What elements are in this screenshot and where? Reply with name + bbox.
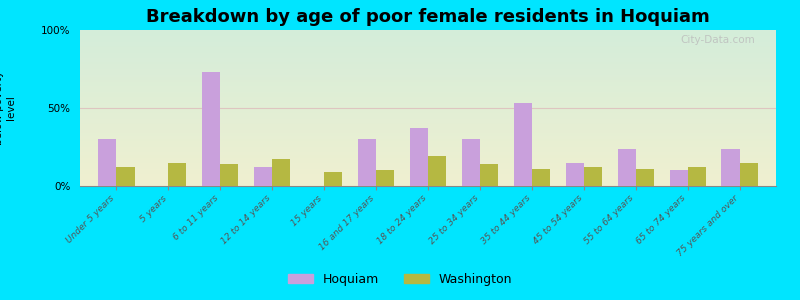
Bar bbox=[480, 164, 498, 186]
Bar bbox=[410, 128, 428, 186]
Text: 12 to 14 years: 12 to 14 years bbox=[219, 194, 272, 246]
Bar bbox=[740, 163, 758, 186]
Bar bbox=[254, 167, 272, 186]
Bar bbox=[428, 156, 446, 186]
Bar bbox=[618, 148, 636, 186]
Text: 5 years: 5 years bbox=[138, 194, 168, 224]
Text: 35 to 44 years: 35 to 44 years bbox=[479, 194, 532, 246]
Text: 55 to 64 years: 55 to 64 years bbox=[583, 194, 636, 246]
Bar bbox=[98, 139, 116, 186]
Text: 45 to 54 years: 45 to 54 years bbox=[531, 194, 584, 246]
Bar bbox=[688, 167, 706, 186]
Text: Under 5 years: Under 5 years bbox=[65, 194, 116, 245]
Bar bbox=[584, 167, 602, 186]
Y-axis label: percentage
below poverty
level: percentage below poverty level bbox=[0, 71, 16, 145]
Bar bbox=[272, 160, 290, 186]
Bar bbox=[670, 170, 688, 186]
Text: 75 years and over: 75 years and over bbox=[675, 194, 740, 258]
Title: Breakdown by age of poor female residents in Hoquiam: Breakdown by age of poor female resident… bbox=[146, 8, 710, 26]
Bar bbox=[220, 164, 238, 186]
Text: 25 to 34 years: 25 to 34 years bbox=[427, 194, 480, 246]
Text: 18 to 24 years: 18 to 24 years bbox=[375, 194, 428, 246]
Bar bbox=[168, 163, 186, 186]
Legend: Hoquiam, Washington: Hoquiam, Washington bbox=[282, 268, 518, 291]
Bar bbox=[636, 169, 654, 186]
Text: 65 to 74 years: 65 to 74 years bbox=[635, 194, 688, 246]
Bar bbox=[532, 169, 550, 186]
Bar bbox=[722, 148, 740, 186]
Bar bbox=[324, 172, 342, 186]
Bar bbox=[358, 139, 376, 186]
Bar bbox=[116, 167, 134, 186]
Bar bbox=[462, 139, 480, 186]
Text: 15 years: 15 years bbox=[290, 194, 324, 228]
Bar bbox=[202, 72, 220, 186]
Bar bbox=[566, 163, 584, 186]
Bar bbox=[514, 103, 532, 186]
Text: City-Data.com: City-Data.com bbox=[680, 35, 755, 45]
Text: 6 to 11 years: 6 to 11 years bbox=[172, 194, 220, 242]
Text: 16 and 17 years: 16 and 17 years bbox=[318, 194, 376, 252]
Bar bbox=[376, 170, 394, 186]
